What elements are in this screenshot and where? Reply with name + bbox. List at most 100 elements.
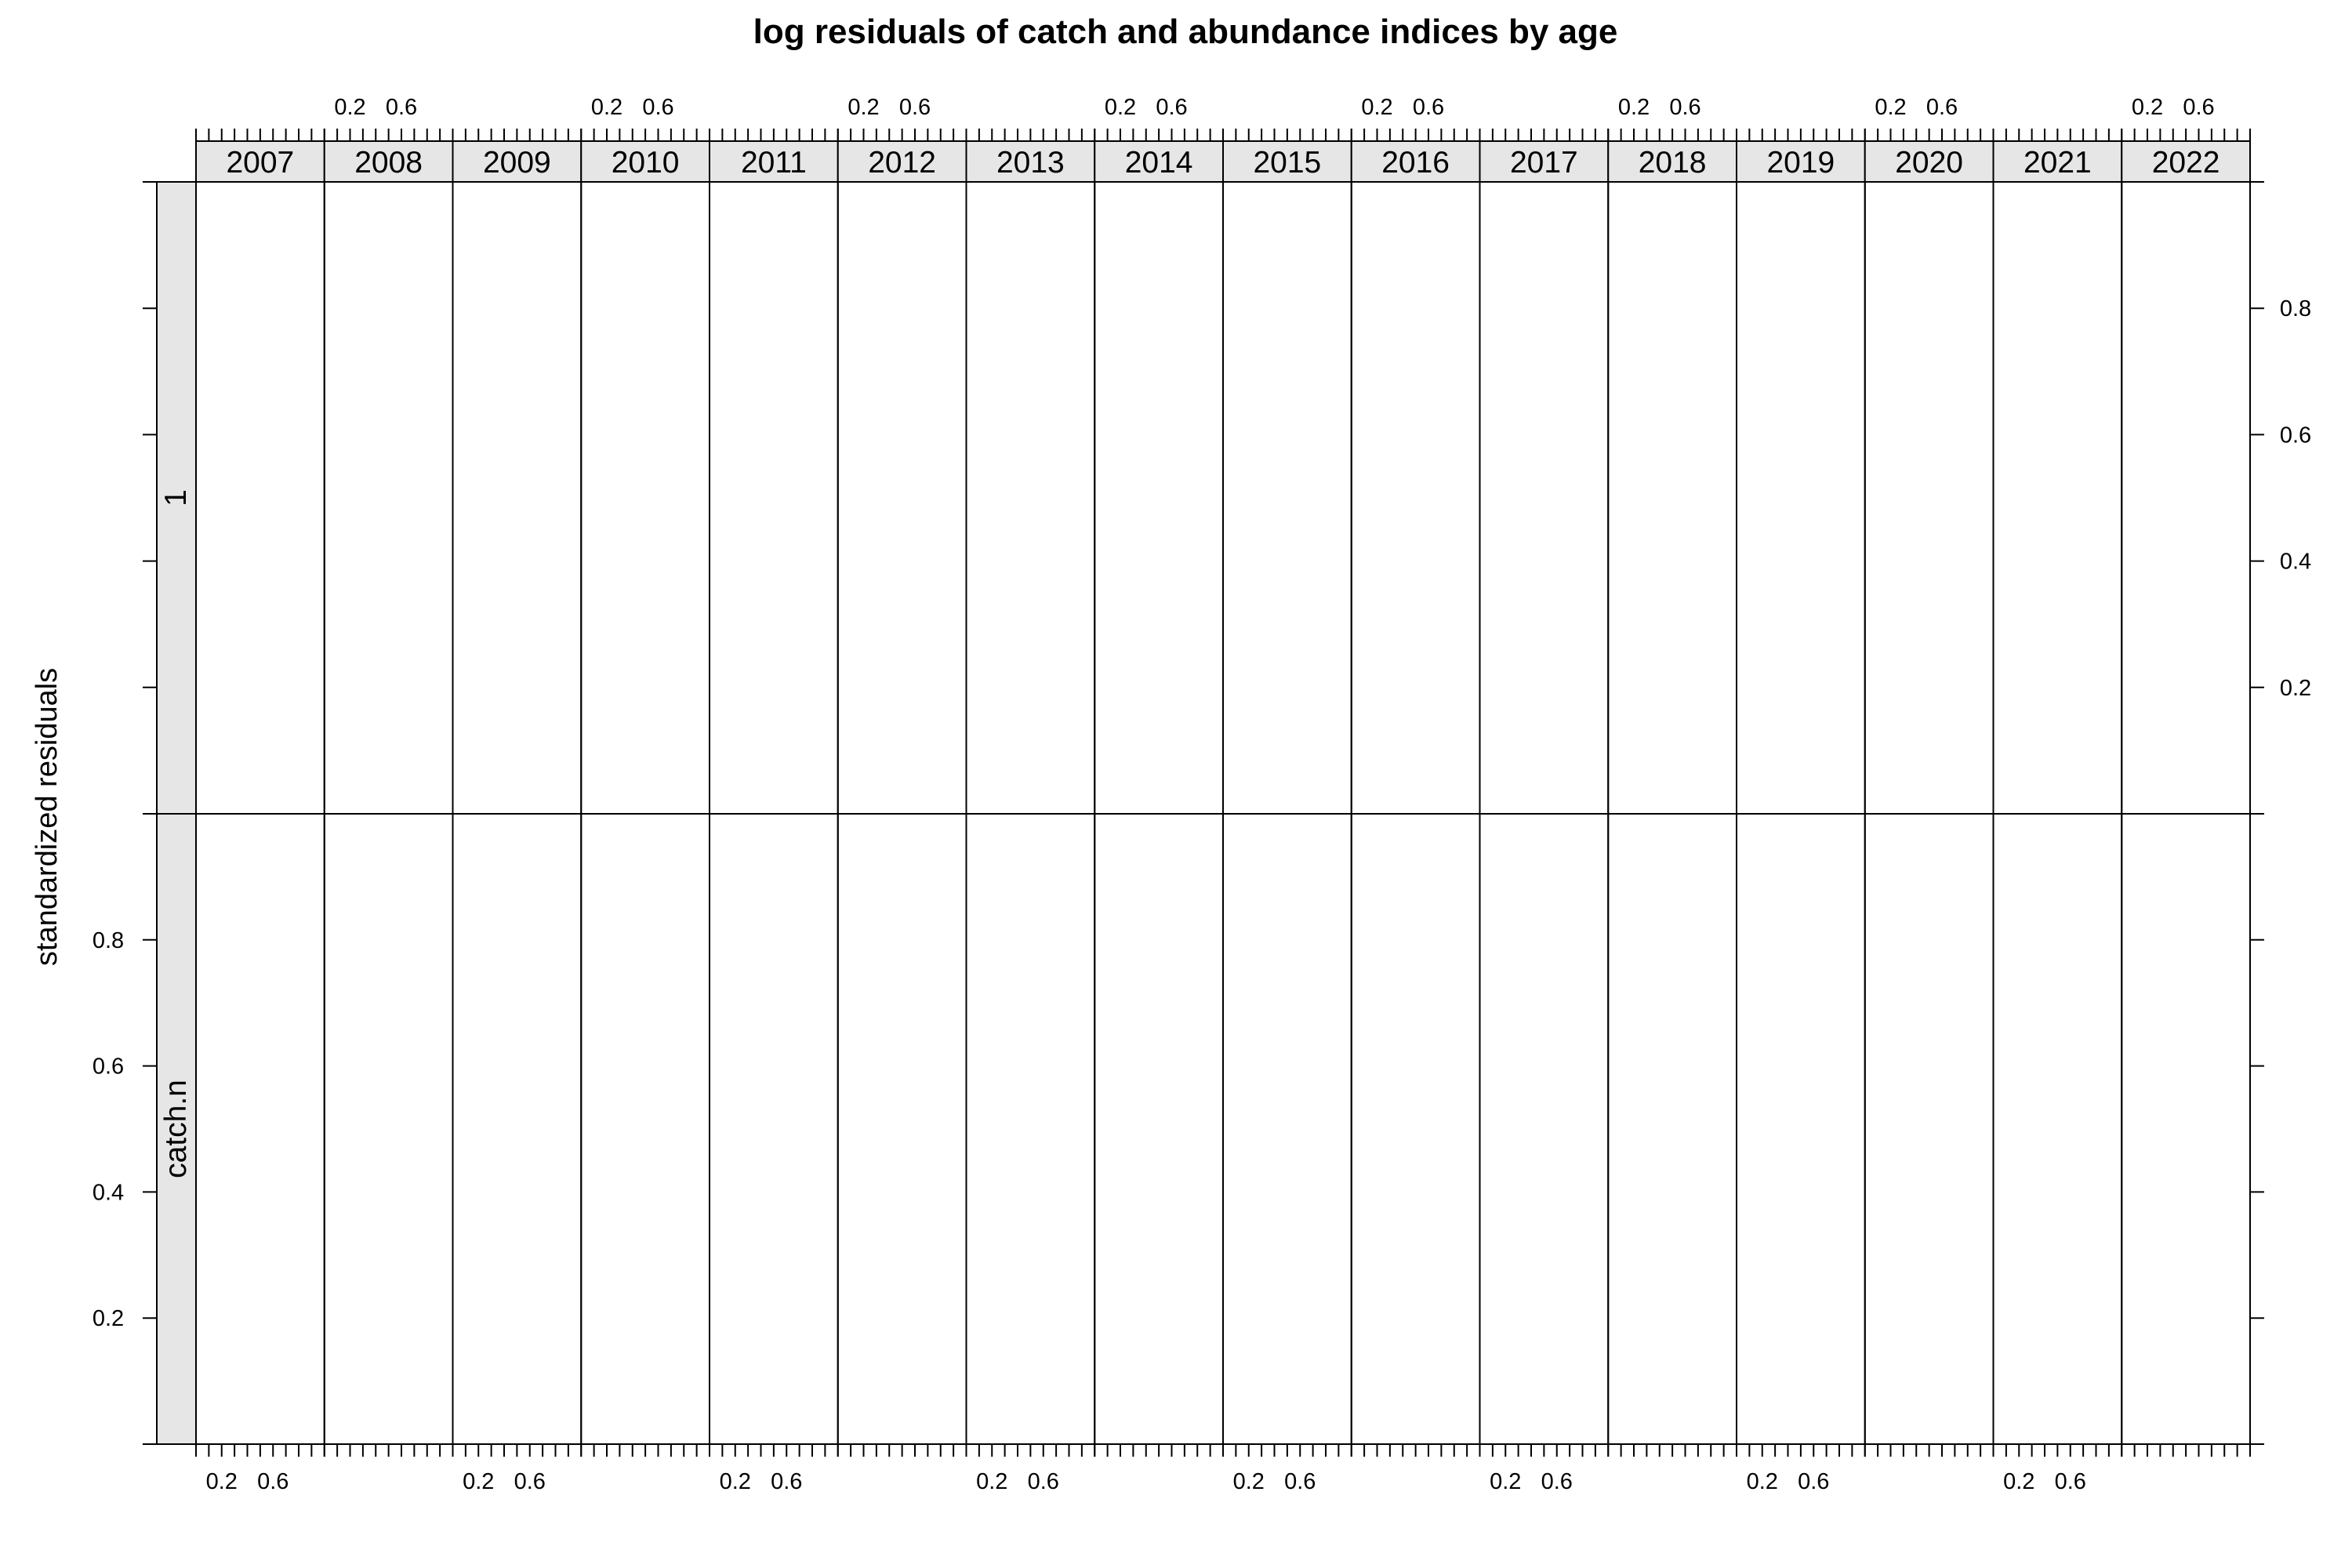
panel-1-2020 bbox=[1864, 813, 1994, 1445]
x-tick-label-top: 0.2 bbox=[1875, 95, 1906, 120]
panel-0-2007 bbox=[195, 181, 325, 815]
x-tick-label-top: 0.6 bbox=[1413, 95, 1444, 120]
y-tick-label-right: 0.2 bbox=[2280, 676, 2311, 701]
panel-1-2022 bbox=[2121, 813, 2251, 1445]
strip-label-2020: 2020 bbox=[1895, 146, 1963, 180]
panel-0-2020 bbox=[1864, 181, 1994, 815]
x-tick-label-top: 0.6 bbox=[386, 95, 417, 120]
strip-label-2015: 2015 bbox=[1253, 146, 1321, 180]
y-tick-label-left: 0.8 bbox=[93, 928, 124, 953]
strip-label-2008: 2008 bbox=[354, 146, 423, 180]
strip-label-2019: 2019 bbox=[1766, 146, 1835, 180]
x-tick-label-top: 0.6 bbox=[899, 95, 931, 120]
x-tick-label-top: 0.2 bbox=[1618, 95, 1650, 120]
x-tick-label-bottom: 0.2 bbox=[720, 1469, 751, 1494]
x-tick-label-top: 0.2 bbox=[591, 95, 622, 120]
strip-label-2010: 2010 bbox=[612, 146, 680, 180]
panel-0-2017 bbox=[1479, 181, 1610, 815]
panel-1-2007 bbox=[195, 813, 325, 1445]
y-tick-label-right: 0.6 bbox=[2280, 423, 2311, 448]
strip-year-2008 bbox=[323, 140, 454, 183]
strip-label-2022: 2022 bbox=[2152, 146, 2220, 180]
strip-label-2014: 2014 bbox=[1125, 146, 1193, 180]
strip-year-2016 bbox=[1350, 140, 1481, 183]
strip-row-0 bbox=[156, 181, 197, 815]
x-tick-label-bottom: 0.2 bbox=[2003, 1469, 2034, 1494]
panel-0-2015 bbox=[1222, 181, 1352, 815]
strip-label-2021: 2021 bbox=[2024, 146, 2092, 180]
strip-label-2007: 2007 bbox=[226, 146, 294, 180]
panel-0-2014 bbox=[1094, 181, 1224, 815]
strip-label-2013: 2013 bbox=[996, 146, 1065, 180]
x-tick-label-bottom: 0.6 bbox=[1541, 1469, 1573, 1494]
y-axis-title: standardized residuals bbox=[31, 668, 64, 966]
panel-1-2016 bbox=[1350, 813, 1481, 1445]
strip-year-2007 bbox=[195, 140, 325, 183]
strip-label-2018: 2018 bbox=[1639, 146, 1707, 180]
panel-1-2010 bbox=[580, 813, 710, 1445]
chart-title: log residuals of catch and abundance ind… bbox=[753, 13, 1618, 51]
strip-label-2011: 2011 bbox=[741, 146, 807, 180]
x-tick-label-bottom: 0.6 bbox=[514, 1469, 546, 1494]
x-tick-label-top: 0.6 bbox=[2183, 95, 2214, 120]
panel-0-2010 bbox=[580, 181, 710, 815]
strip-label-2017: 2017 bbox=[1510, 146, 1578, 180]
x-tick-label-top: 0.2 bbox=[1105, 95, 1136, 120]
x-tick-label-top: 0.2 bbox=[334, 95, 365, 120]
x-tick-label-top: 0.2 bbox=[848, 95, 879, 120]
x-tick-label-bottom: 0.6 bbox=[771, 1469, 802, 1494]
strip-label-row-1: catch.n bbox=[159, 1080, 193, 1178]
panel-1-2011 bbox=[709, 813, 839, 1445]
x-tick-label-top: 0.2 bbox=[2132, 95, 2163, 120]
x-tick-label-bottom: 0.6 bbox=[1028, 1469, 1059, 1494]
y-tick-label-right: 0.8 bbox=[2280, 296, 2311, 321]
y-tick-label-left: 0.6 bbox=[93, 1054, 124, 1080]
strip-label-2012: 2012 bbox=[868, 146, 936, 180]
panel-0-2009 bbox=[452, 181, 583, 815]
y-tick-label-right: 0.4 bbox=[2280, 550, 2311, 575]
x-tick-label-bottom: 0.2 bbox=[1747, 1469, 1778, 1494]
panel-1-2008 bbox=[323, 813, 454, 1445]
x-tick-label-top: 0.6 bbox=[1926, 95, 1958, 120]
panel-1-2014 bbox=[1094, 813, 1224, 1445]
panel-1-2013 bbox=[965, 813, 1096, 1445]
panel-1-2017 bbox=[1479, 813, 1610, 1445]
panel-0-2008 bbox=[323, 181, 454, 815]
x-tick-label-bottom: 0.2 bbox=[1233, 1469, 1265, 1494]
panel-0-2012 bbox=[837, 181, 967, 815]
panel-1-2012 bbox=[837, 813, 967, 1445]
x-tick-label-bottom: 0.2 bbox=[1490, 1469, 1521, 1494]
strip-label-2009: 2009 bbox=[483, 146, 551, 180]
x-tick-label-bottom: 0.2 bbox=[976, 1469, 1007, 1494]
panel-grid: 2007 2008 2009 2010 2011 2012 2013 2014 2015 2016… bbox=[93, 95, 2311, 1494]
panel-0-2019 bbox=[1736, 181, 1866, 815]
x-tick-label-bottom: 0.2 bbox=[206, 1469, 238, 1494]
panel-1-2019 bbox=[1736, 813, 1866, 1445]
y-tick-label-left: 0.2 bbox=[93, 1306, 124, 1331]
panel-1-2021 bbox=[1992, 813, 2123, 1445]
x-tick-label-bottom: 0.6 bbox=[1284, 1469, 1316, 1494]
x-tick-label-bottom: 0.6 bbox=[257, 1469, 289, 1494]
panel-1-2015 bbox=[1222, 813, 1352, 1445]
strip-year-2022 bbox=[2121, 140, 2251, 183]
strip-label-row-0: 1 bbox=[159, 489, 193, 506]
x-tick-label-bottom: 0.6 bbox=[2055, 1469, 2086, 1494]
strip-row-1 bbox=[156, 813, 197, 1445]
x-tick-label-top: 0.6 bbox=[642, 95, 673, 120]
strip-label-2016: 2016 bbox=[1381, 146, 1450, 180]
panel-0-2021 bbox=[1992, 181, 2123, 815]
panel-0-2018 bbox=[1607, 181, 1737, 815]
y-tick-label-left: 0.4 bbox=[93, 1180, 124, 1205]
panel-0-2013 bbox=[965, 181, 1096, 815]
panel-0-2011 bbox=[709, 181, 839, 815]
x-tick-label-top: 0.6 bbox=[1156, 95, 1187, 120]
strip-year-2018 bbox=[1607, 140, 1737, 183]
x-tick-label-bottom: 0.2 bbox=[463, 1469, 494, 1494]
x-tick-label-top: 0.6 bbox=[1669, 95, 1700, 120]
panel-0-2016 bbox=[1350, 181, 1481, 815]
x-tick-label-top: 0.2 bbox=[1361, 95, 1392, 120]
strip-year-2012 bbox=[837, 140, 967, 183]
x-tick-label-bottom: 0.6 bbox=[1798, 1469, 1829, 1494]
panel-1-2009 bbox=[452, 813, 583, 1445]
